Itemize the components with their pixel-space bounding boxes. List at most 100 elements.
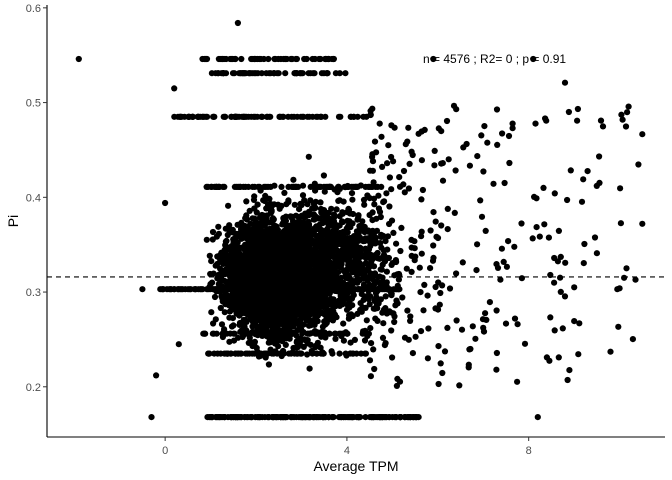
- data-point: [335, 256, 342, 263]
- data-point: [266, 338, 273, 345]
- data-point: [401, 189, 408, 196]
- data-point: [424, 355, 431, 362]
- data-point: [298, 312, 305, 319]
- data-point: [264, 273, 271, 280]
- data-point: [502, 320, 510, 327]
- data-point: [458, 326, 466, 333]
- data-point: [323, 319, 330, 326]
- data-point: [226, 308, 234, 315]
- data-point: [425, 325, 432, 332]
- data-point: [362, 255, 370, 262]
- data-point: [330, 218, 338, 225]
- data-point: [362, 294, 369, 301]
- data-point: [340, 320, 347, 327]
- data-point: [617, 220, 625, 227]
- data-point: [249, 350, 256, 357]
- data-point: [564, 196, 571, 204]
- data-point: [304, 313, 312, 320]
- data-point: [311, 321, 318, 328]
- data-point: [395, 286, 402, 293]
- data-point: [316, 330, 323, 337]
- data-point: [369, 151, 376, 158]
- data-point: [325, 257, 332, 264]
- data-point: [444, 205, 451, 212]
- data-point: [281, 189, 288, 196]
- data-point: [270, 256, 277, 264]
- data-point: [284, 233, 291, 240]
- data-point: [320, 299, 327, 306]
- data-point: [349, 313, 356, 320]
- data-point: [357, 222, 365, 229]
- data-point: [257, 300, 264, 307]
- points-layer: [75, 19, 646, 421]
- data-point: [297, 336, 304, 343]
- data-point: [418, 233, 425, 240]
- data-point: [362, 183, 369, 190]
- data-point: [393, 258, 400, 266]
- data-point: [286, 330, 293, 337]
- data-point: [217, 286, 224, 293]
- data-point: [174, 286, 181, 293]
- data-point: [320, 172, 327, 179]
- data-point: [377, 213, 384, 221]
- data-point: [581, 240, 588, 248]
- data-point: [357, 414, 364, 421]
- data-point: [255, 244, 262, 251]
- data-point: [551, 190, 558, 197]
- data-point: [268, 308, 275, 315]
- data-point: [233, 302, 240, 309]
- data-point: [315, 266, 322, 273]
- data-point: [509, 120, 516, 127]
- data-point: [176, 113, 183, 120]
- data-point: [226, 314, 233, 321]
- data-point: [335, 113, 343, 120]
- data-point: [215, 70, 222, 77]
- data-point: [625, 103, 632, 110]
- data-point: [380, 199, 387, 206]
- data-point: [203, 183, 210, 190]
- data-point: [316, 183, 323, 190]
- data-point: [304, 225, 311, 232]
- data-point: [557, 274, 564, 281]
- data-point: [249, 183, 256, 190]
- data-point: [304, 330, 311, 337]
- data-point: [284, 255, 291, 262]
- data-point: [219, 298, 226, 305]
- data-point: [236, 309, 243, 316]
- data-point: [379, 163, 386, 170]
- data-point: [247, 330, 254, 337]
- data-point: [297, 234, 304, 241]
- data-point: [235, 286, 242, 293]
- data-point: [344, 183, 351, 190]
- data-point: [208, 309, 215, 316]
- data-point: [431, 162, 438, 169]
- data-point: [261, 258, 269, 265]
- data-point: [266, 330, 273, 337]
- data-point: [311, 274, 318, 281]
- data-point: [466, 162, 473, 169]
- data-point: [437, 360, 444, 367]
- data-point: [575, 351, 582, 358]
- data-point: [206, 414, 213, 421]
- data-point: [238, 303, 245, 310]
- data-point: [236, 183, 244, 190]
- data-point: [289, 253, 296, 260]
- data-point: [292, 183, 299, 190]
- data-point: [243, 216, 251, 223]
- data-point: [279, 338, 286, 345]
- data-point: [497, 276, 504, 283]
- data-point: [160, 286, 167, 293]
- data-point: [386, 174, 393, 181]
- data-point: [299, 192, 307, 199]
- data-point: [336, 213, 343, 220]
- data-point: [362, 414, 369, 421]
- data-point: [263, 70, 270, 77]
- data-point: [304, 351, 311, 358]
- data-point: [444, 324, 451, 331]
- data-point: [467, 345, 474, 353]
- data-point: [362, 350, 369, 357]
- data-point: [435, 380, 442, 388]
- data-point: [446, 285, 454, 292]
- data-point: [257, 414, 264, 421]
- data-point: [203, 236, 210, 243]
